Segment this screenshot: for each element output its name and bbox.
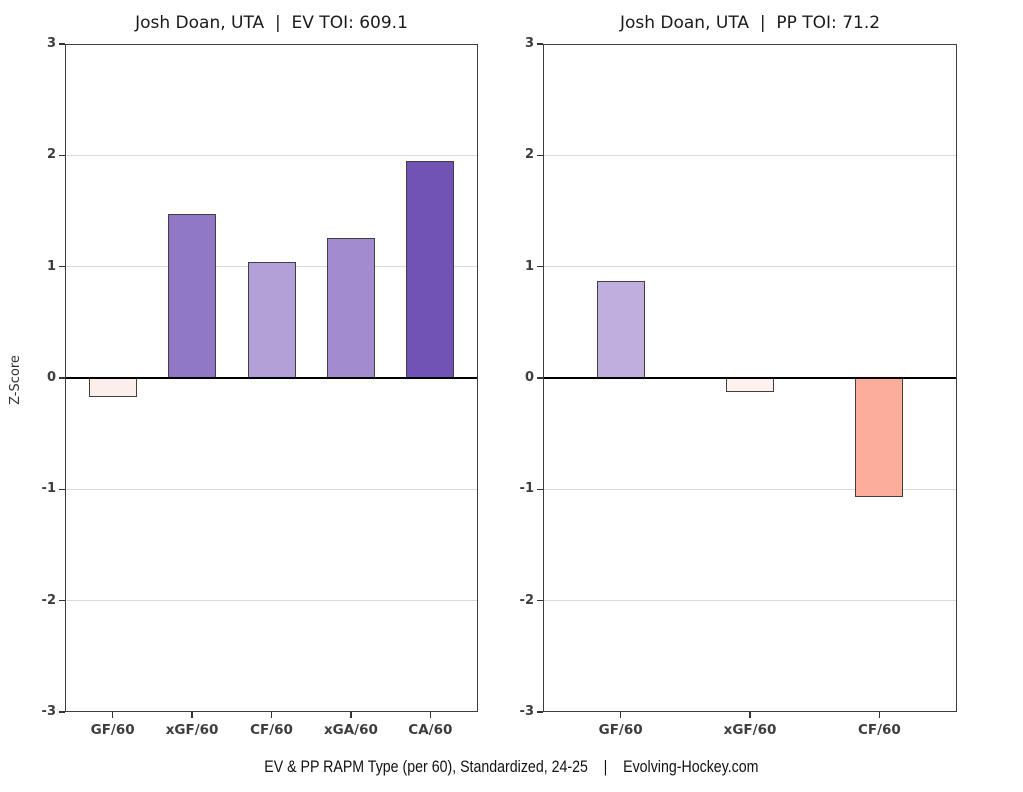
y-tick-label: -1: [41, 481, 56, 497]
x-axis-tick: [749, 712, 751, 718]
y-axis-tick: [59, 154, 65, 157]
y-axis-tick: [537, 377, 543, 379]
y-tick-label: 0: [46, 370, 56, 385]
x-axis-tick: [350, 712, 352, 718]
x-tick-label-gf-60: GF/60: [90, 722, 135, 738]
y-tick-label: -3: [519, 704, 534, 719]
x-axis-tick: [878, 712, 881, 718]
x-axis-tick: [270, 712, 273, 718]
y-axis-tick: [537, 599, 543, 602]
bar-cf-60: [247, 262, 296, 378]
gridline-2: [65, 154, 478, 156]
zero-line: [543, 377, 957, 379]
y-tick-label: 2: [524, 147, 534, 163]
figure-caption-text: EV & PP RAPM Type (per 60), Standardized…: [264, 758, 759, 776]
gridline-2: [543, 154, 957, 156]
bar-xgf-60: [726, 378, 774, 393]
y-tick-label: -2: [519, 592, 534, 608]
x-tick-label-xga-60: xGA/60: [323, 722, 378, 738]
y-tick-label: 3: [524, 36, 534, 51]
bar-ca-60: [406, 160, 455, 378]
x-axis-tick: [191, 712, 193, 718]
x-axis-tick: [619, 712, 622, 718]
y-axis-tick: [59, 43, 65, 45]
bar-cf-60: [855, 378, 904, 498]
gridline--1: [65, 488, 478, 490]
bar-gf-60: [596, 281, 645, 378]
y-axis-tick: [537, 43, 543, 45]
x-axis-tick: [111, 712, 114, 718]
gridline--2: [65, 600, 478, 602]
gridline-1: [543, 266, 957, 268]
x-tick-label-cf-60: CF/60: [250, 722, 293, 738]
y-axis-tick: [537, 711, 543, 713]
bar-gf-60: [88, 378, 137, 397]
y-tick-label: -1: [519, 481, 534, 497]
zero-line: [65, 377, 478, 379]
figure-caption: EV & PP RAPM Type (per 60), Standardized…: [0, 757, 1023, 777]
bar-xga-60: [326, 237, 375, 378]
x-tick-label-gf-60: GF/60: [598, 722, 643, 738]
x-tick-label-cf-60: CF/60: [857, 722, 901, 738]
y-tick-label: 0: [524, 370, 534, 385]
y-tick-label: -2: [41, 592, 56, 608]
y-tick-label: -3: [41, 704, 56, 719]
y-axis-tick: [59, 265, 65, 268]
gridline--1: [543, 488, 957, 490]
y-axis-tick: [59, 377, 65, 379]
pp-chart-title: Josh Doan, UTA | PP TOI: 71.2: [619, 13, 881, 33]
y-tick-label: 3: [46, 36, 56, 51]
bar-xgf-60: [168, 214, 217, 378]
gridline--2: [543, 600, 957, 602]
y-axis-tick: [537, 154, 543, 157]
x-tick-label-xgf-60: xGF/60: [165, 722, 219, 738]
x-axis-tick: [429, 712, 432, 718]
y-tick-label: 2: [46, 147, 56, 163]
y-tick-label: 1: [524, 258, 534, 274]
ev-chart-title: Josh Doan, UTA | EV TOI: 609.1: [135, 13, 408, 33]
y-axis-tick: [537, 265, 543, 268]
y-axis-tick: [59, 599, 65, 602]
y-axis-tick: [537, 488, 543, 491]
y-tick-label: 1: [46, 258, 56, 274]
y-axis-tick: [59, 488, 65, 491]
x-tick-label-xgf-60: xGF/60: [723, 722, 777, 738]
y-axis-tick: [59, 711, 65, 713]
x-tick-label-ca-60: CA/60: [408, 722, 453, 738]
